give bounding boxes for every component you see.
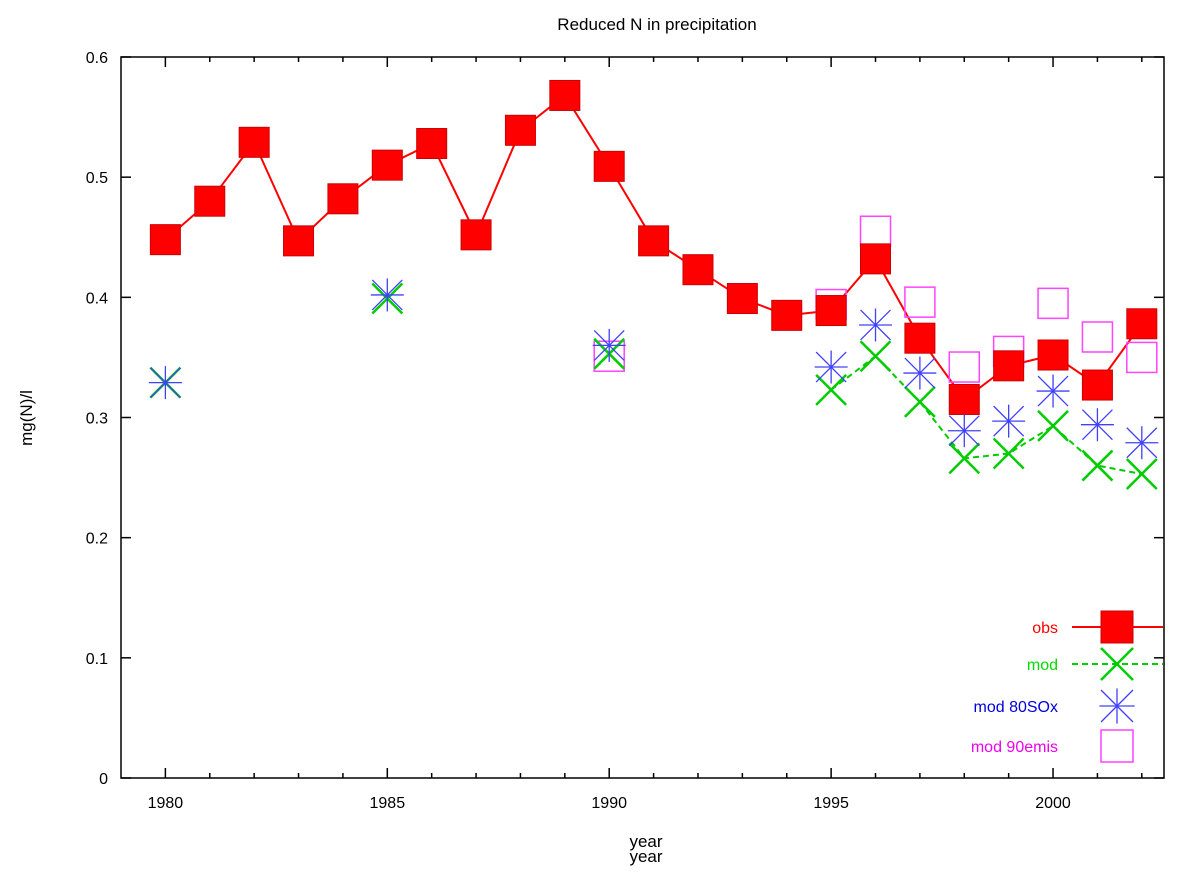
obs-point	[993, 350, 1025, 382]
mod90emis-point	[904, 286, 936, 318]
mod-point	[948, 442, 981, 475]
mod90emis-point	[1037, 287, 1069, 320]
obs-point	[1037, 339, 1069, 371]
legend-marker	[1099, 688, 1135, 724]
mod80sox-point	[592, 328, 626, 362]
mod80sox-point	[814, 350, 848, 384]
obs-point	[948, 383, 980, 415]
mod90emis-point	[1081, 321, 1114, 353]
mod-point	[1037, 410, 1069, 442]
mod80sox-point	[148, 366, 182, 400]
y-tick-label: 0.3	[86, 411, 108, 428]
mod90emis-point	[859, 215, 892, 247]
x-tick-label: 1995	[813, 795, 849, 812]
obs-point	[371, 149, 403, 181]
y-tick-label: 0.2	[86, 531, 108, 548]
obs-point	[726, 283, 758, 315]
mod80sox-point	[1036, 374, 1070, 408]
legend-label: mod 90emis	[971, 739, 1058, 756]
x-tick-label: 2000	[1035, 795, 1071, 812]
mod80sox-point	[903, 356, 937, 390]
chart-title: Reduced N in precipitation	[557, 15, 756, 34]
x-axis-label: year	[629, 832, 662, 851]
mod80sox-point	[1125, 426, 1159, 460]
plot-frame	[120, 56, 1165, 779]
legend-label: mod	[1027, 657, 1058, 674]
x-tick-label: 1980	[148, 795, 184, 812]
series-layer	[148, 79, 1159, 490]
mod-point	[1081, 449, 1114, 482]
obs-point	[283, 225, 315, 257]
legend-label: obs	[1032, 620, 1058, 637]
obs-point	[904, 322, 936, 354]
legend-marker	[1100, 610, 1134, 644]
mod-point	[815, 373, 848, 406]
x-tick-label: 1990	[591, 795, 627, 812]
mod80sox-point	[370, 278, 404, 312]
y-tick-label: 0.6	[86, 50, 108, 67]
x-axis: 1980 1985 1990 1995 2000	[148, 57, 1143, 812]
obs-point	[504, 114, 536, 146]
mod80sox-point	[859, 308, 893, 342]
obs-point	[416, 128, 448, 160]
mod-point	[859, 340, 892, 373]
obs-point	[549, 79, 581, 111]
obs-point	[771, 299, 803, 331]
y-axis: 0 0.1 0.2 0.3 0.4 0.5 0.6	[86, 50, 1164, 788]
mod-point	[1125, 458, 1158, 490]
legend-marker	[1100, 647, 1134, 681]
mod80sox-point	[1080, 408, 1114, 442]
mod80sox-point	[992, 404, 1026, 438]
mod-point	[904, 385, 936, 418]
y-axis-label: mg(N)/l	[17, 390, 36, 446]
obs-point	[815, 295, 847, 327]
y-tick-label: 0.1	[86, 651, 108, 668]
mod80sox-point	[947, 414, 981, 448]
mod90emis-point	[948, 351, 981, 383]
obs-point	[860, 243, 892, 275]
obs-point	[593, 150, 625, 182]
x-axis-label-repeat: year	[629, 847, 662, 866]
obs-point	[682, 254, 714, 286]
legend-marker	[1100, 729, 1134, 763]
y-tick-label: 0	[99, 771, 108, 788]
obs-point	[1081, 369, 1113, 401]
obs-point	[238, 126, 270, 158]
legend: obs mod mod 80SOx mod 90emis	[971, 610, 1163, 763]
y-tick-label: 0.4	[86, 290, 108, 307]
obs-point	[327, 183, 359, 215]
mod-point	[992, 437, 1025, 470]
y-tick-label: 0.5	[86, 170, 108, 187]
legend-label: mod 80SOx	[974, 699, 1058, 716]
obs-point	[460, 219, 492, 251]
mod-line	[830, 354, 1142, 475]
obs-point	[194, 185, 226, 217]
obs-point	[1126, 308, 1158, 340]
obs-point	[638, 225, 670, 257]
mod90emis-point	[1126, 341, 1158, 374]
x-tick-label: 1985	[370, 795, 406, 812]
obs-point	[149, 224, 181, 256]
